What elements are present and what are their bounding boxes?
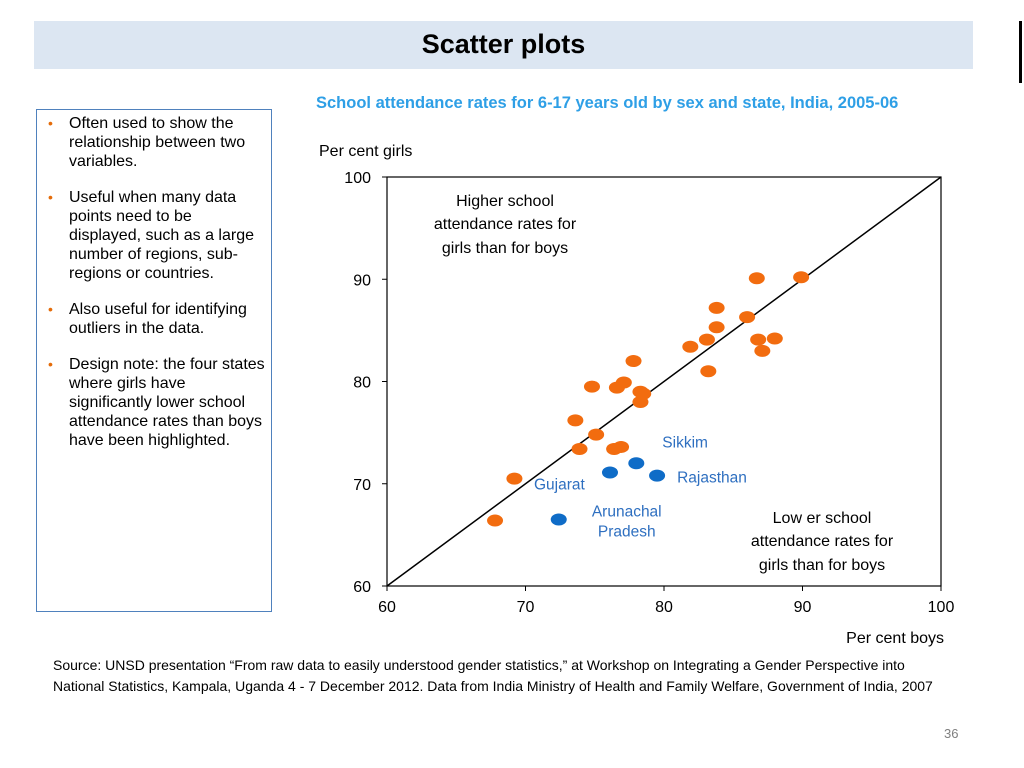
y-axis-label: Per cent girls [319, 143, 412, 160]
annotation-lower-line-3: girls than for boys [759, 557, 885, 574]
data-point [700, 365, 717, 378]
data-point [750, 333, 767, 346]
bullet-text: Design note: the four states where girls… [69, 356, 265, 449]
x-axis-label: Per cent boys [846, 630, 944, 647]
y-tick-label: 70 [353, 477, 371, 494]
scatter-chart: Per cent girls Per cent boys Higher scho… [319, 143, 955, 647]
bullet-dot-icon: • [48, 301, 53, 317]
bullet-item: • Also useful for identifying outliers in… [45, 300, 267, 338]
annotation-lower-line-1: Low er school [773, 510, 872, 527]
source-note: Source: UNSD presentation “From raw data… [53, 657, 933, 694]
data-point [506, 472, 523, 485]
bullet-text: Also useful for identifying outliers in … [69, 301, 247, 337]
data-point [698, 333, 715, 346]
bullet-text: Useful when many data points need to be … [69, 189, 254, 282]
page-number: 36 [944, 726, 959, 741]
data-point [766, 332, 783, 345]
bullet-dot-icon: • [48, 356, 53, 372]
data-point [625, 355, 642, 368]
title-bar: Scatter plots [34, 21, 973, 69]
bullet-list: • Often used to show the relationship bet… [45, 114, 267, 467]
annotation-upper-line-2: attendance rates for [434, 216, 577, 233]
y-tick-label: 90 [353, 272, 371, 289]
bullet-item: • Often used to show the relationship bet… [45, 114, 267, 171]
highlighted-point [628, 457, 645, 470]
x-tick-label: 70 [517, 599, 535, 616]
data-point [682, 340, 699, 353]
data-point [613, 440, 630, 453]
highlighted-point [601, 466, 618, 479]
data-point [754, 344, 771, 357]
data-point [583, 380, 600, 393]
data-point [588, 428, 605, 441]
data-point [615, 376, 632, 389]
bullet-text: Often used to show the relationship betw… [69, 115, 246, 170]
data-point [739, 311, 756, 324]
annotation-upper-line-1: Higher school [456, 193, 554, 210]
bullet-dot-icon: • [48, 189, 53, 205]
point-label: Arunachal [592, 504, 662, 521]
bullet-box: • Often used to show the relationship bet… [36, 109, 272, 612]
reference-line [386, 176, 942, 587]
y-tick-label: 60 [353, 579, 371, 596]
point-label: Gujarat [534, 477, 586, 494]
point-label: Rajasthan [677, 470, 747, 487]
highlighted-point [649, 469, 666, 482]
slide-title: Scatter plots [421, 29, 586, 59]
data-point [708, 321, 725, 334]
y-tick-label: 80 [353, 375, 371, 392]
data-point [748, 272, 765, 285]
data-point [708, 301, 725, 314]
x-tick-label: 90 [794, 599, 812, 616]
bullet-item: • Useful when many data points need to be… [45, 188, 267, 283]
highlighted-point [550, 513, 567, 526]
bullet-dot-icon: • [48, 115, 53, 131]
x-tick-label: 80 [655, 599, 673, 616]
data-point [487, 514, 504, 527]
y-tick-label: 100 [344, 170, 371, 187]
point-label: Pradesh [598, 524, 656, 541]
data-point [793, 271, 810, 284]
data-point [567, 414, 584, 427]
x-tick-label: 100 [928, 599, 955, 616]
bullet-item: • Design note: the four states where girl… [45, 355, 267, 450]
annotation-lower-line-2: attendance rates for [751, 533, 894, 550]
data-point [571, 442, 588, 455]
point-label: Sikkim [662, 434, 708, 451]
data-point [635, 387, 652, 400]
x-tick-label: 60 [378, 599, 396, 616]
annotation-upper-line-3: girls than for boys [442, 240, 568, 257]
chart-title: School attendance rates for 6-17 years o… [316, 94, 899, 112]
edge-mark [1019, 21, 1022, 83]
